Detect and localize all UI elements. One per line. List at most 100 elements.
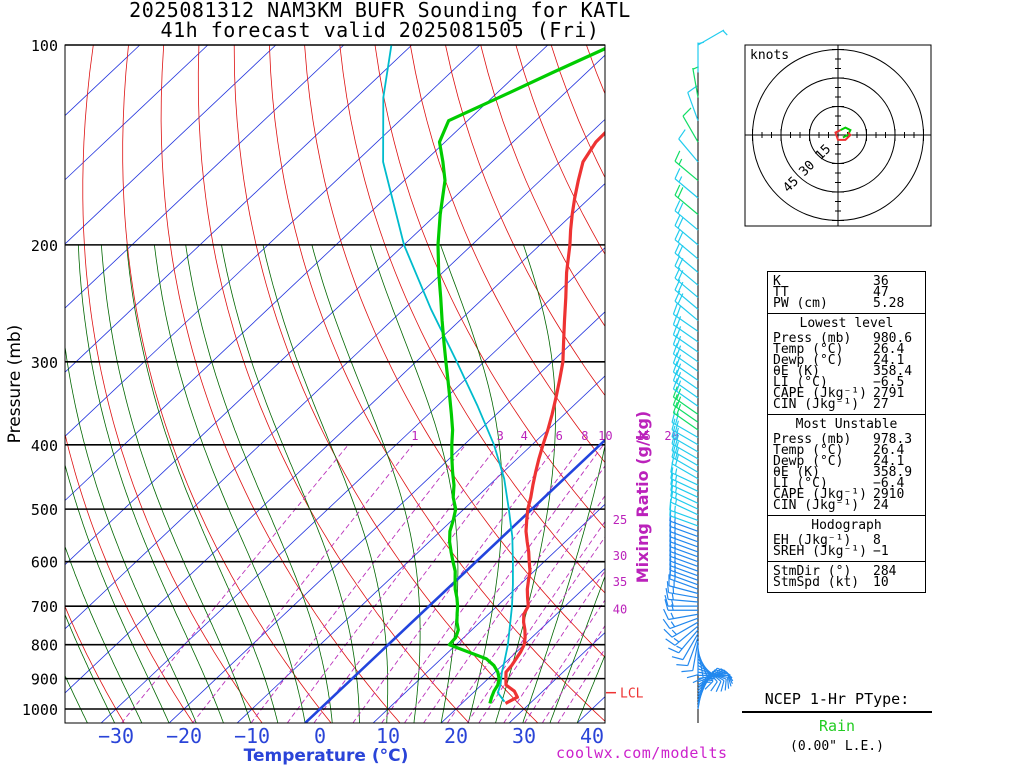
plot-frame xyxy=(64,44,606,724)
barb-staff xyxy=(674,289,699,310)
stat-row: Temp (°C) 26.4 xyxy=(773,343,925,356)
moist-adiabat xyxy=(77,244,224,723)
stat-value: 2910 xyxy=(873,487,905,502)
mixing-ratio-tick-label: 30 xyxy=(613,549,627,563)
wind-barb xyxy=(676,637,699,667)
wind-barb xyxy=(663,621,699,638)
mixing-ratio-tick-label: 25 xyxy=(613,513,627,527)
temperature-tick-label: 10 xyxy=(376,724,400,748)
barb-half-feather xyxy=(671,629,677,635)
wind-barb xyxy=(672,303,699,332)
barb-feather xyxy=(672,386,678,398)
stats-hodograph: Hodograph EH (Jkg⁻¹) 8 SREH (Jkg⁻¹) −1 xyxy=(768,515,925,561)
barb-staff xyxy=(669,520,699,532)
moist-adiabat xyxy=(221,244,360,723)
moist-adiabat xyxy=(369,244,459,723)
temperature-tick-label: 40 xyxy=(580,724,604,748)
barb-half-feather xyxy=(674,468,678,475)
lcl-marker: LCL xyxy=(606,687,644,702)
mixing-ratio-line xyxy=(478,536,605,723)
barb-staff xyxy=(673,396,699,415)
chart-subtitle: 41h forecast valid 2025081505 (Fri) xyxy=(160,18,600,42)
moist-adiabat xyxy=(311,244,421,723)
moist-adiabat xyxy=(65,674,88,723)
barb-feather xyxy=(698,679,709,688)
barb-feather xyxy=(672,401,678,413)
pressure-tick-label: 200 xyxy=(31,237,58,255)
stats-panel: K 36 TT 47 PW (cm) 5.28 Lowest level Press (m… xyxy=(767,271,926,593)
wind-barb xyxy=(663,608,699,621)
stat-value: 2791 xyxy=(873,386,905,401)
barb-feather xyxy=(727,675,732,687)
moist-adiabat xyxy=(440,244,503,723)
stat-value: 47 xyxy=(873,285,889,300)
barb-feather xyxy=(682,107,692,117)
barb-feather xyxy=(672,394,678,406)
mixing-ratio-tick-label: 3 xyxy=(497,429,504,443)
temperature-tick-labels: −30 −20 −10 0 10 20 30 40 xyxy=(98,724,604,748)
mixing-ratio-line xyxy=(313,444,523,723)
barb-feather xyxy=(687,85,698,93)
barb-staff xyxy=(669,515,699,527)
dry-adiabat xyxy=(197,45,470,723)
barb-staff xyxy=(671,463,699,480)
pressure-tick-label: 600 xyxy=(31,554,58,572)
temperature-tick-label: −30 xyxy=(98,724,134,748)
stat-row: EH (Jkg⁻¹) 8 xyxy=(773,534,925,547)
wind-barb xyxy=(672,378,699,407)
stat-value: 978.3 xyxy=(873,432,913,447)
pressure-tick-label: 400 xyxy=(31,437,58,455)
barb-feather xyxy=(662,618,671,629)
barb-feather xyxy=(692,677,704,684)
dewpoint-line xyxy=(436,46,605,704)
stat-label: LI (°C) xyxy=(773,476,828,491)
barb-staff xyxy=(673,324,699,343)
moist-adiabat xyxy=(154,244,306,723)
barb-staff xyxy=(674,194,699,215)
dry-adiabat xyxy=(82,45,263,723)
isotherm xyxy=(65,45,481,437)
barb-staff xyxy=(669,530,699,543)
stat-value: 980.6 xyxy=(873,331,913,346)
barb-feather xyxy=(674,184,681,196)
barb-feather xyxy=(676,354,682,366)
stat-value: −6.5 xyxy=(873,375,905,390)
barb-feather xyxy=(674,150,681,162)
stat-row: K 36 xyxy=(773,275,925,288)
barb-staff xyxy=(673,388,699,407)
stat-label: Press (mb) xyxy=(773,331,852,346)
moist-adiabat-lines xyxy=(65,244,605,723)
barb-staff xyxy=(674,210,699,231)
barb-feather xyxy=(668,647,679,654)
site-credit: coolwx.com/modelts xyxy=(556,744,728,762)
moist-adiabat xyxy=(576,654,605,723)
wind-barb xyxy=(674,229,699,260)
stat-label: Dewp (°C) xyxy=(773,454,844,469)
moist-adiabat xyxy=(185,244,333,723)
barb-feather xyxy=(671,418,676,430)
barb-feather xyxy=(663,628,673,638)
stat-label: CIN (Jkg⁻¹) xyxy=(773,397,860,412)
barb-staff xyxy=(687,637,699,666)
wind-barb xyxy=(672,352,699,381)
barb-feather xyxy=(671,425,676,438)
stat-value: 26.4 xyxy=(873,443,905,458)
stat-value: 5.28 xyxy=(873,296,905,311)
ptype-label: NCEP 1-Hr PType: xyxy=(764,690,910,708)
mixing-ratio-line xyxy=(466,520,605,723)
barb-feather xyxy=(676,388,682,400)
barb-feather xyxy=(674,168,681,179)
barb-feather xyxy=(720,680,725,692)
mixing-ratio-tick-label: 15 xyxy=(636,429,650,443)
stat-label: SREH (Jkg⁻¹) xyxy=(773,544,867,559)
isotherm xyxy=(65,45,209,181)
wind-barb xyxy=(662,617,699,630)
barb-staff xyxy=(673,334,699,353)
stats-indices: K 36 TT 47 PW (cm) 5.28 xyxy=(768,272,925,313)
wind-barb xyxy=(674,242,699,273)
pressure-tick-label: 1000 xyxy=(22,701,58,719)
barb-half-feather xyxy=(674,505,676,513)
dry-adiabat xyxy=(233,45,539,723)
barb-half-feather xyxy=(671,599,674,607)
barb-feather xyxy=(676,372,682,384)
